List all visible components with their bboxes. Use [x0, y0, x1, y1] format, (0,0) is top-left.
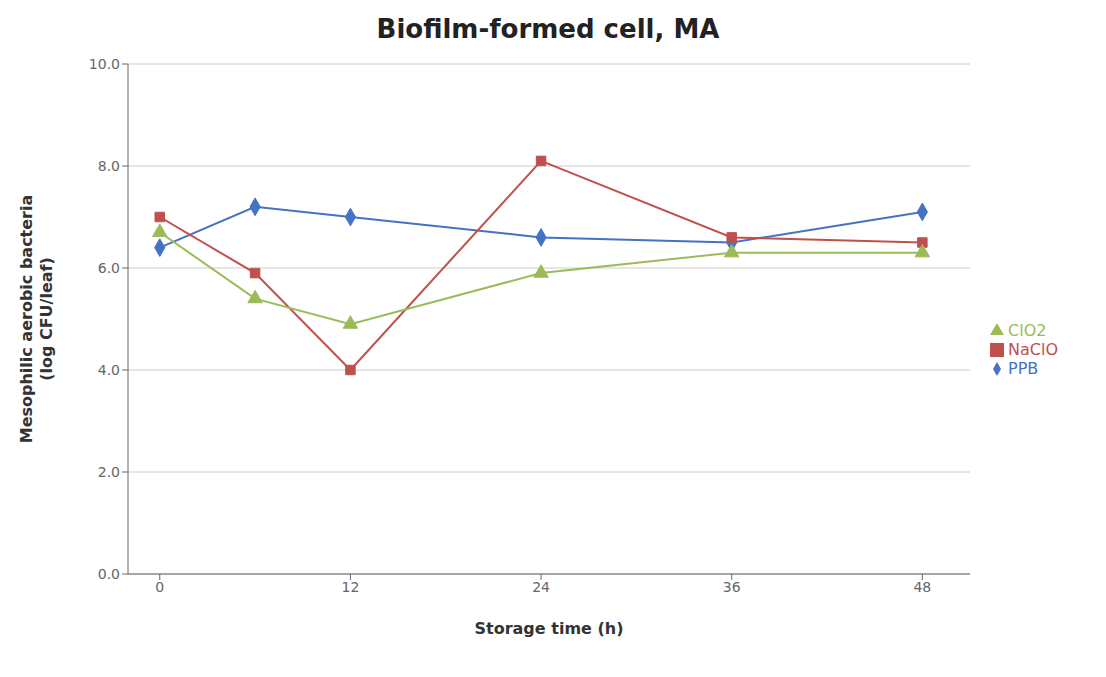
svg-text:10.0: 10.0	[89, 56, 120, 72]
svg-text:0: 0	[155, 579, 164, 595]
svg-text:24: 24	[532, 579, 550, 595]
svg-text:Mesophilic aerobic bacteria(lo: Mesophilic aerobic bacteria(log CFU/leaf…	[17, 195, 56, 444]
svg-text:48: 48	[913, 579, 931, 595]
html-text:ClO2: ClO2	[1008, 320, 1047, 340]
svg-text:0.0: 0.0	[98, 566, 120, 582]
svg-text:8.0: 8.0	[98, 158, 120, 174]
svg-text:Storage time (h): Storage time (h)	[475, 619, 624, 638]
html-text:NaClO: NaClO	[1008, 339, 1058, 359]
html-text:PPB: PPB	[1008, 358, 1039, 378]
html-text:Biofilm-formed cell, MA: Biofilm-formed cell, MA	[376, 14, 720, 44]
svg-text:4.0: 4.0	[98, 362, 120, 378]
svg-text:36: 36	[723, 579, 741, 595]
svg-text:6.0: 6.0	[98, 260, 120, 276]
svg-text:12: 12	[342, 579, 360, 595]
svg-text:2.0: 2.0	[98, 464, 120, 480]
